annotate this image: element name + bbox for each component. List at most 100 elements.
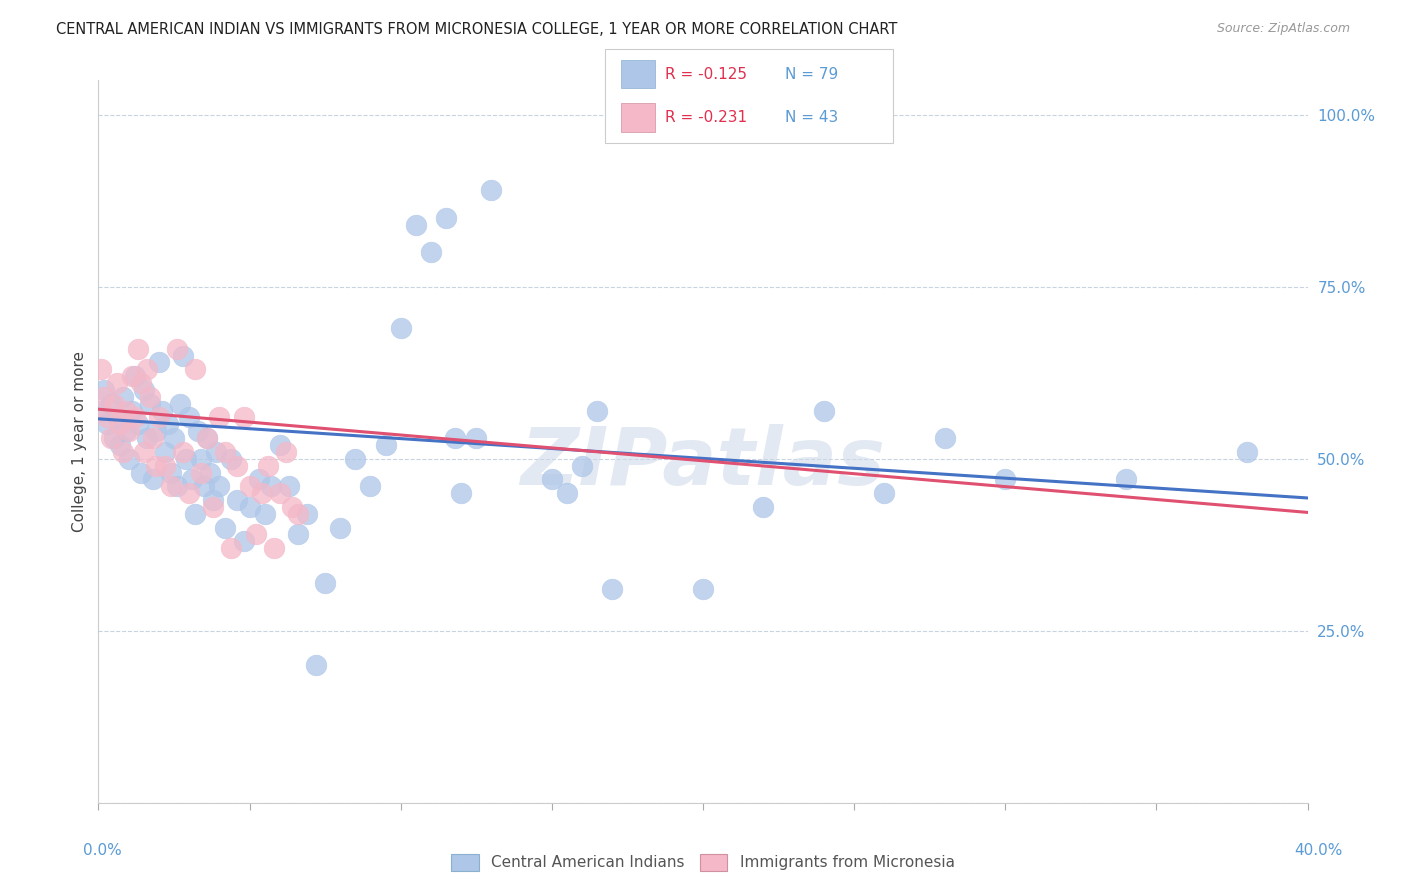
Point [93, 390, 115, 404]
Text: ZIPatlas: ZIPatlas [520, 425, 886, 502]
Point [263, 541, 285, 556]
Point [269, 438, 291, 452]
Point [129, 466, 152, 480]
Point [250, 486, 273, 500]
Point [174, 451, 197, 466]
Point [305, 658, 328, 673]
Point [208, 479, 231, 493]
Point [314, 575, 336, 590]
Point [148, 355, 170, 369]
Point [481, 183, 503, 197]
Point [239, 500, 262, 514]
Point [156, 417, 179, 432]
Point [934, 431, 956, 445]
Point [100, 397, 122, 411]
Point [142, 431, 165, 445]
Point [465, 431, 488, 445]
Point [434, 211, 457, 225]
Point [179, 486, 201, 500]
Point [103, 397, 125, 411]
Point [184, 362, 207, 376]
Point [752, 500, 775, 514]
Point [108, 438, 131, 452]
Point [96, 417, 118, 432]
Point [166, 479, 188, 493]
Point [232, 410, 254, 425]
Point [281, 500, 304, 514]
Point [150, 403, 173, 417]
Point [1236, 445, 1258, 459]
Point [260, 479, 283, 493]
Point [111, 390, 134, 404]
Point [329, 520, 352, 534]
Point [132, 445, 155, 459]
Point [450, 486, 472, 500]
Point [202, 493, 225, 508]
Point [139, 390, 162, 404]
Point [274, 445, 297, 459]
Point [187, 424, 209, 438]
Point [93, 383, 115, 397]
Point [184, 507, 207, 521]
Point [571, 458, 593, 473]
Point [160, 479, 183, 493]
Point [205, 445, 228, 459]
Point [100, 431, 122, 445]
Point [114, 424, 136, 438]
Text: R = -0.125: R = -0.125 [665, 67, 747, 81]
Point [226, 458, 249, 473]
Point [269, 486, 291, 500]
Point [226, 493, 249, 508]
Point [692, 582, 714, 597]
Text: N = 43: N = 43 [785, 111, 838, 125]
Point [245, 527, 267, 541]
Point [139, 397, 162, 411]
Point [287, 507, 309, 521]
Point [105, 410, 128, 425]
Point [172, 445, 194, 459]
Point [214, 445, 236, 459]
Point [994, 472, 1017, 486]
Point [540, 472, 562, 486]
Point [121, 369, 143, 384]
Point [127, 417, 149, 432]
Point [145, 424, 167, 438]
Point [111, 445, 134, 459]
Point [873, 486, 896, 500]
Point [444, 431, 467, 445]
Point [124, 369, 146, 384]
Point [132, 383, 155, 397]
Point [389, 321, 412, 335]
Point [221, 451, 243, 466]
Point [103, 431, 125, 445]
Text: 0.0%: 0.0% [83, 843, 122, 858]
Point [163, 431, 186, 445]
Point [114, 403, 136, 417]
Point [96, 410, 118, 425]
Point [813, 403, 835, 417]
Point [586, 403, 609, 417]
Point [602, 582, 624, 597]
Text: 40.0%: 40.0% [1295, 843, 1343, 858]
Point [153, 445, 176, 459]
Point [195, 431, 218, 445]
Point [214, 520, 236, 534]
Point [253, 507, 276, 521]
Point [344, 451, 367, 466]
Point [90, 362, 112, 376]
Point [121, 403, 143, 417]
Point [247, 472, 270, 486]
Text: CENTRAL AMERICAN INDIAN VS IMMIGRANTS FROM MICRONESIA COLLEGE, 1 YEAR OR MORE CO: CENTRAL AMERICAN INDIAN VS IMMIGRANTS FR… [56, 22, 897, 37]
Point [124, 410, 146, 425]
Point [179, 410, 201, 425]
Point [129, 376, 152, 390]
Point [181, 472, 204, 486]
Point [200, 466, 222, 480]
Point [118, 424, 141, 438]
Point [135, 362, 157, 376]
Point [208, 410, 231, 425]
Point [153, 458, 176, 473]
Point [135, 431, 157, 445]
Point [190, 466, 212, 480]
Point [1115, 472, 1137, 486]
